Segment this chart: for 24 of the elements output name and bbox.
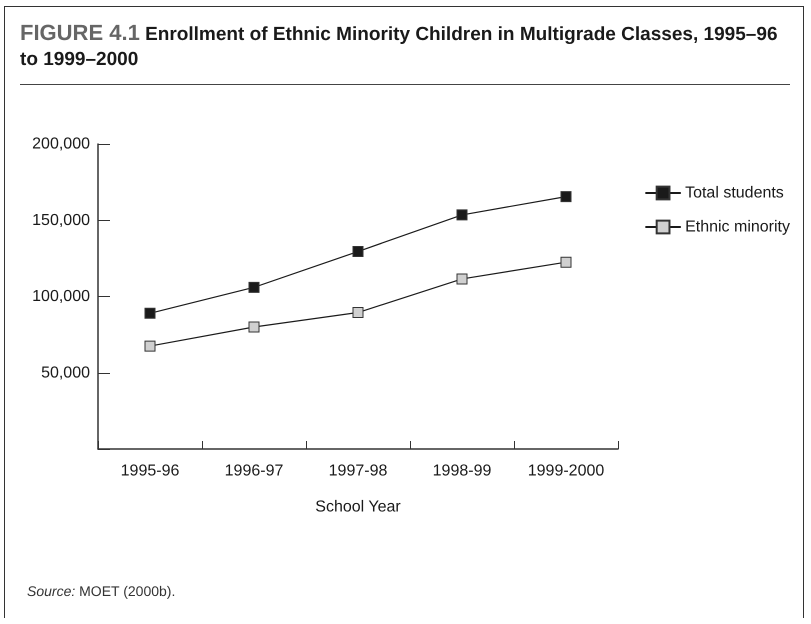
x-tick-label: 1999-2000 [528, 462, 604, 480]
y-tick-label: 100,000 [32, 288, 90, 305]
point [560, 256, 572, 268]
x-tick-label: 1997-98 [328, 462, 388, 480]
point [248, 282, 260, 293]
legend-label: Total students [685, 184, 784, 202]
x-tick-label: 1998-99 [432, 462, 492, 480]
legend-label: Ethnic minority [685, 218, 790, 236]
source-note: Source: MOET (2000b). [27, 583, 176, 599]
y-tick-label: 200,000 [32, 136, 90, 152]
point [248, 322, 260, 332]
point [352, 246, 364, 258]
point [456, 273, 468, 284]
point [456, 209, 468, 220]
point [144, 340, 156, 352]
chart-title: FIGURE 4.1 Enrollment of Ethnic Minority Children in Multigrade Classes, 1995–96 to 1999–2000 [20, 20, 790, 85]
point [352, 307, 364, 318]
y-tick-label: 50,000 [41, 364, 90, 382]
x-tick-label: 1996-97 [224, 462, 284, 480]
x-tick-label: 1995-96 [120, 462, 180, 480]
point [144, 308, 156, 319]
y-tick-label: 150,000 [32, 212, 90, 229]
point [560, 191, 572, 202]
x-axis-title: School Year [315, 498, 402, 516]
